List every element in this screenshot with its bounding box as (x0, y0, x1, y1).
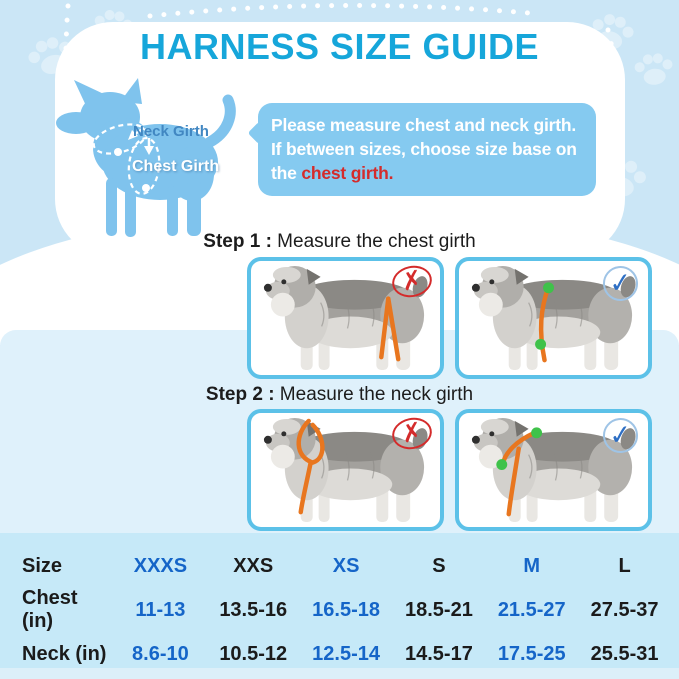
step1-label-number: Step 1 : (203, 231, 272, 252)
dog-measure-diagram: Neck Girth Chest Girth (48, 78, 248, 243)
table-section-band (0, 533, 679, 668)
step1-label-text: Measure the chest girth (271, 231, 476, 252)
table-row-header: Size (22, 554, 63, 577)
dog-photo-illustration (471, 417, 639, 523)
dog-silhouette-illustration (56, 78, 236, 237)
note-line-3: the chest girth. (271, 161, 583, 185)
note-line-1: Please measure chest and neck girth. (271, 115, 577, 135)
chest-l: 27.5-37 (590, 598, 659, 621)
neck-girth-label: Neck Girth (133, 123, 209, 140)
size-col-l: L (618, 554, 631, 577)
chest-girth-label: Chest Girth (132, 158, 220, 175)
page-title: HARNESS SIZE GUIDE (139, 26, 540, 67)
tape-chest-position (538, 284, 551, 363)
size-table: Size XXXS XXS XS S M L Chest (in) 11-13 … (0, 533, 679, 668)
size-col-xs: XS (332, 554, 360, 577)
bottom-strip (0, 668, 679, 679)
neck-s: 14.5-17 (404, 642, 473, 665)
step2-label: Step 2 : Measure the neck girth (0, 384, 679, 406)
dog-photo-illustration (263, 417, 431, 523)
size-col-s: S (432, 554, 446, 577)
note-line-2: If between sizes, choose size base on (271, 139, 577, 159)
neck-l: 25.5-31 (590, 642, 659, 665)
measure-note-bubble: Please measure chest and neck girth. If … (258, 103, 596, 196)
chest-s: 18.5-21 (404, 598, 473, 621)
measurement-dashed-lines (92, 123, 161, 195)
step1-right-photo: ✓ (455, 257, 652, 379)
step2-label-number: Step 2 : (205, 384, 275, 405)
step2-wrong-photo: ✗ (247, 409, 444, 531)
note-line-3-prefix: the (271, 163, 302, 183)
step2-right-photo: ✓ (455, 409, 652, 531)
step2-label-text: Measure the neck girth (274, 384, 474, 405)
measure-point-dots (496, 427, 543, 470)
chest-xxs: 13.5-16 (219, 598, 288, 621)
tape-wrong-position (296, 418, 325, 515)
dog-photo-illustration (471, 265, 639, 371)
step1-label: Step 1 : Measure the chest girth (0, 231, 679, 253)
neck-xxs: 10.5-12 (219, 642, 288, 665)
neck-m: 17.5-25 (497, 642, 566, 665)
table-row-header: Neck (in) (22, 642, 107, 665)
dog-photo-illustration (263, 265, 431, 371)
step1-wrong-photo: ✗ (247, 257, 444, 379)
chest-xxxs: 11-13 (135, 598, 186, 621)
measurement-markers (114, 126, 154, 192)
note-chest-girth-highlight: chest girth. (301, 163, 394, 183)
table-row-header: Chest (in) (22, 587, 78, 632)
neck-xxxs: 8.6-10 (132, 642, 189, 665)
size-col-xxxs: XXXS (133, 554, 188, 577)
size-col-xxs: XXS (233, 554, 274, 577)
measure-point-dots (535, 282, 554, 350)
neck-xs: 12.5-14 (312, 642, 380, 665)
chest-xs: 16.5-18 (312, 598, 380, 621)
chest-m: 21.5-27 (497, 598, 566, 621)
tape-wrong-position (379, 296, 401, 362)
size-col-m: M (523, 554, 541, 577)
